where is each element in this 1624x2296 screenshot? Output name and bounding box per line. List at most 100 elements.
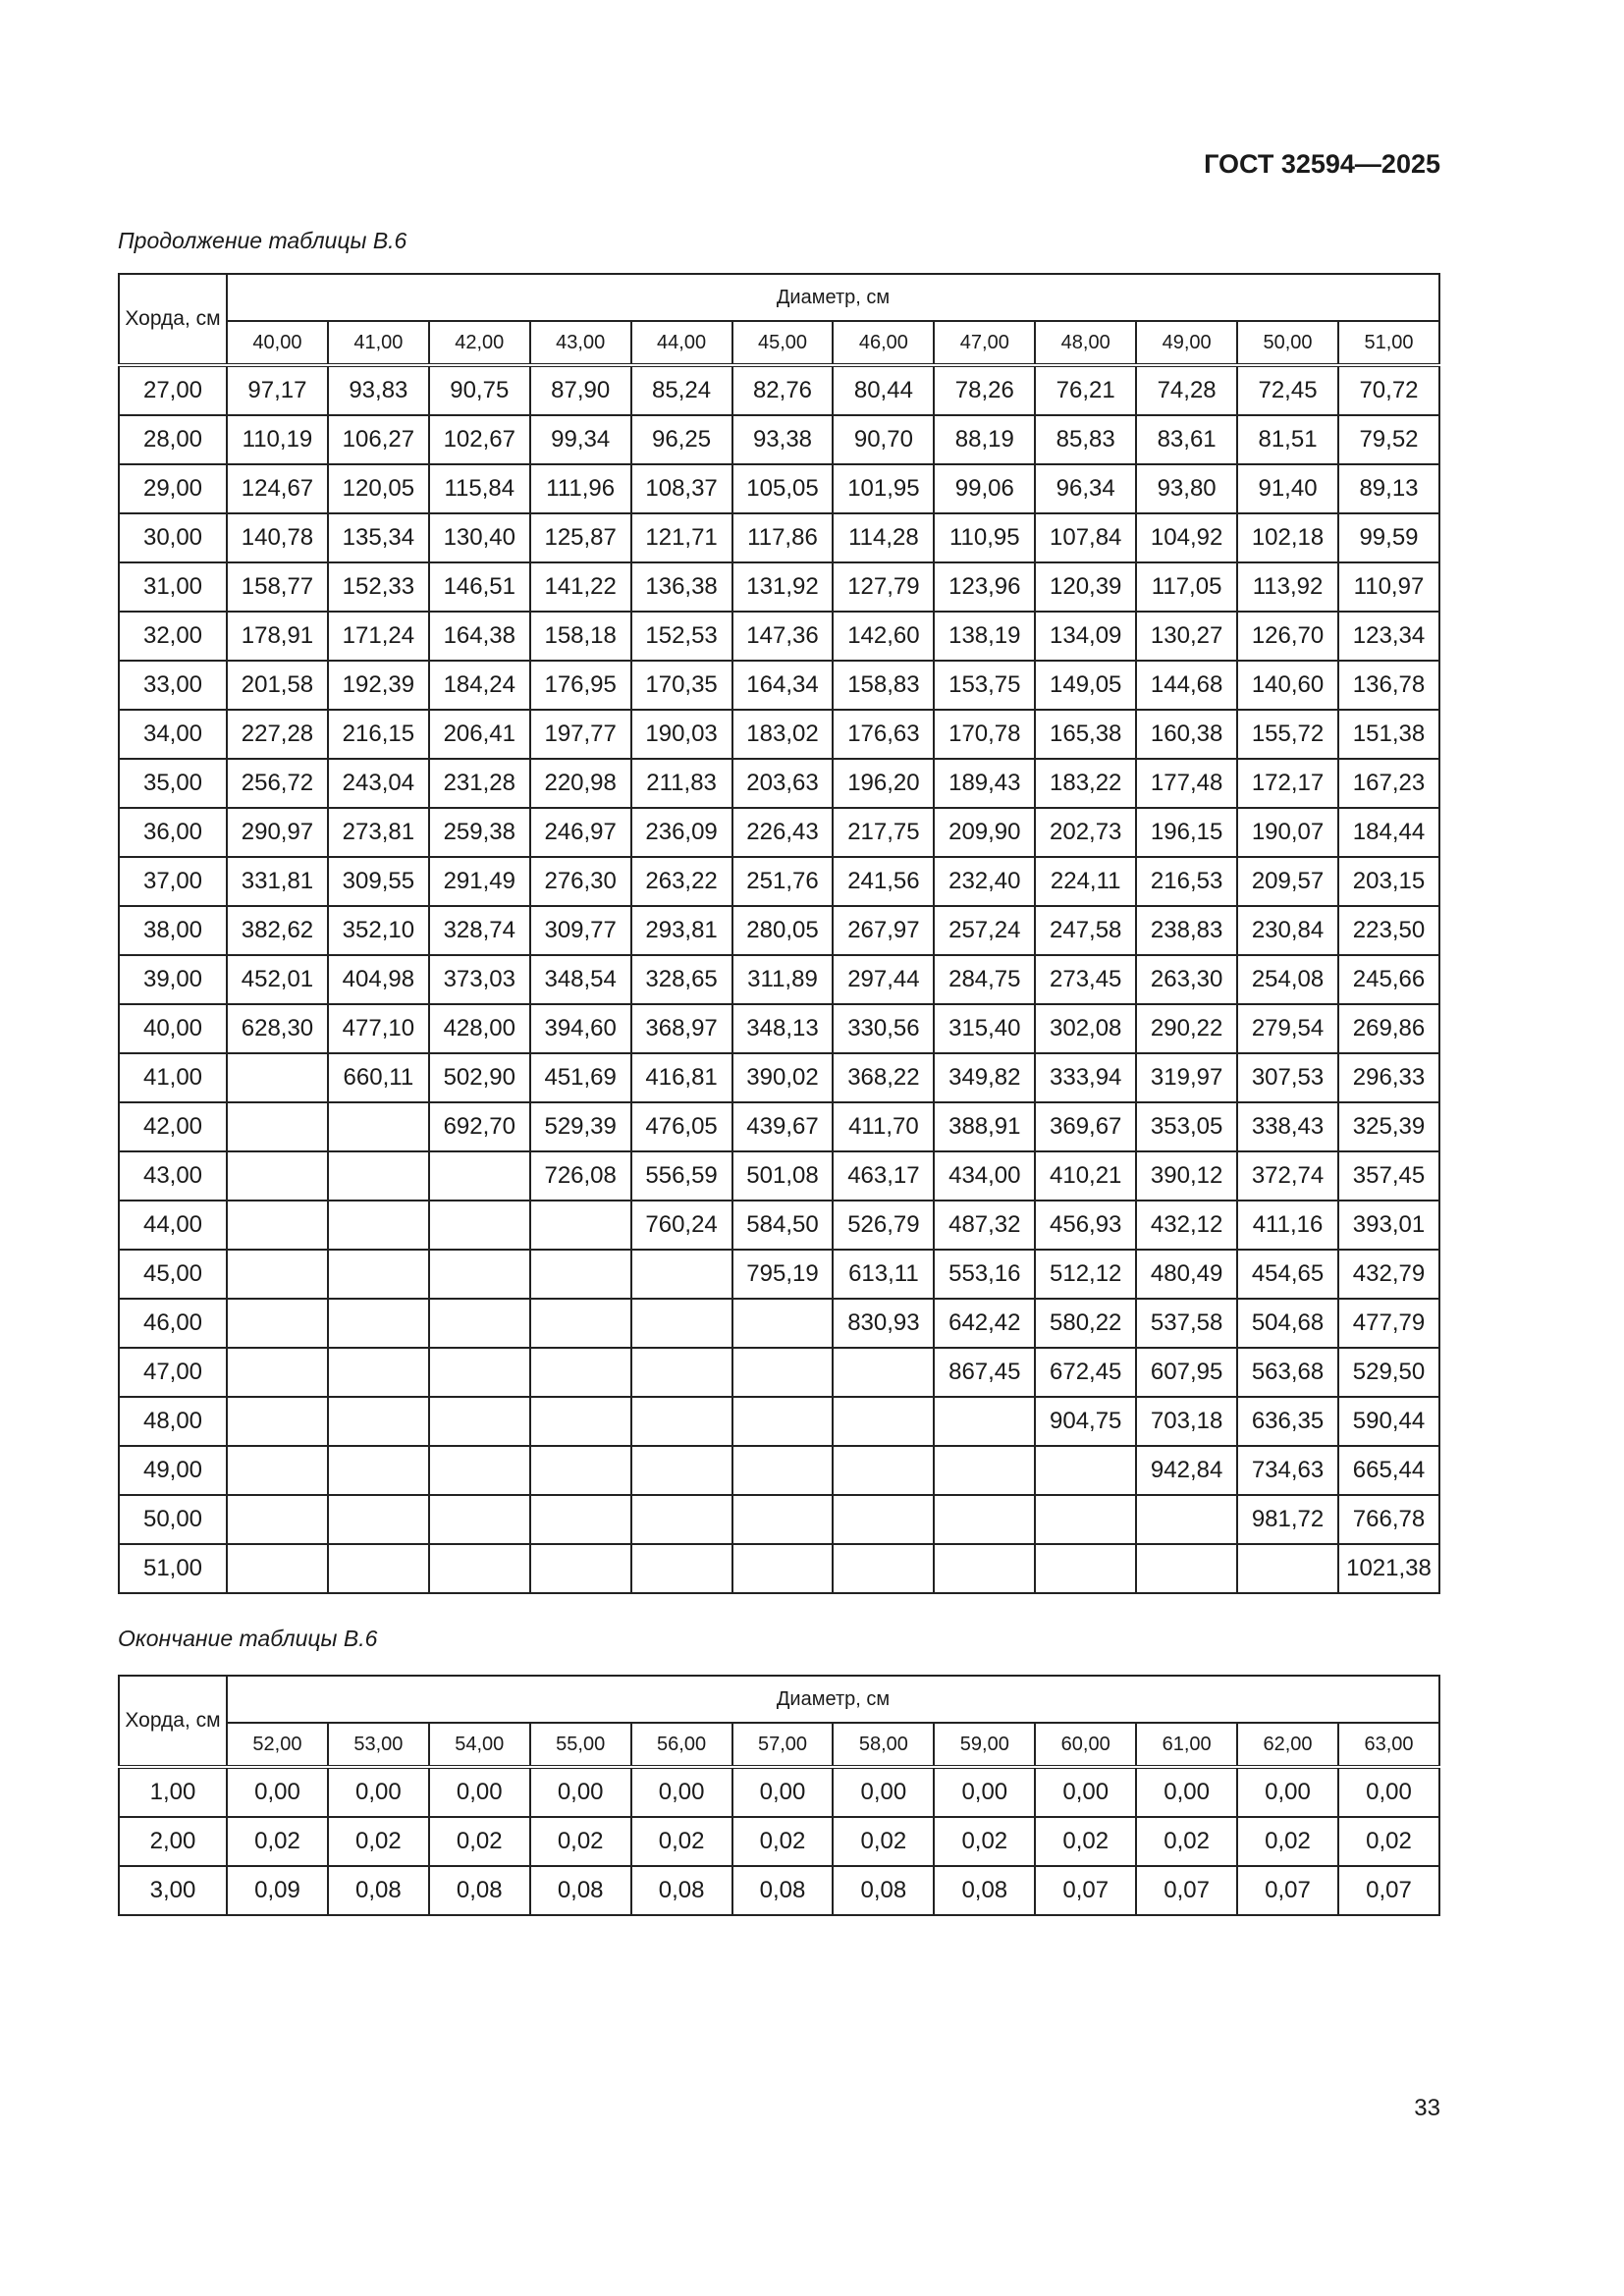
value-cell: 526,79 <box>832 1200 936 1251</box>
table2: Хорда, см Диаметр, см 52,00 53,00 54,00 55,… <box>118 1675 1441 1916</box>
value-cell: 96,25 <box>629 414 733 465</box>
value-cell: 85,24 <box>629 364 733 416</box>
value-cell: 85,83 <box>1034 414 1138 465</box>
value-cell <box>1034 1445 1138 1496</box>
chord-cell: 40,00 <box>118 1003 228 1054</box>
value-cell <box>731 1445 835 1496</box>
chord-cell: 3,00 <box>118 1865 228 1916</box>
value-cell: 243,04 <box>326 758 430 809</box>
value-cell: 311,89 <box>731 954 835 1005</box>
value-cell: 452,01 <box>226 954 329 1005</box>
value-cell: 766,78 <box>1336 1494 1441 1545</box>
value-cell: 87,90 <box>528 364 632 416</box>
value-cell: 636,35 <box>1236 1396 1339 1447</box>
chord-cell: 38,00 <box>118 905 228 956</box>
value-cell: 315,40 <box>933 1003 1037 1054</box>
value-cell: 0,08 <box>326 1865 430 1916</box>
value-cell: 127,79 <box>832 561 936 613</box>
table-row: 3,00 0,09 0,08 0,08 0,08 0,08 0,08 0,08 0,08 0,07… <box>118 1865 1441 1916</box>
value-cell: 556,59 <box>629 1150 733 1201</box>
table-row: 40,00 628,30 477,10 428,00 394,60 368,97 348,1… <box>118 1003 1441 1054</box>
value-cell <box>832 1396 936 1447</box>
value-cell: 223,50 <box>1336 905 1441 956</box>
column-header: 57,00 <box>731 1722 835 1768</box>
value-cell: 590,44 <box>1336 1396 1441 1447</box>
value-cell: 352,10 <box>326 905 430 956</box>
value-cell: 138,19 <box>933 611 1037 662</box>
value-cell: 0,08 <box>731 1865 835 1916</box>
value-cell <box>226 1052 329 1103</box>
value-cell <box>1034 1543 1138 1594</box>
value-cell: 390,02 <box>731 1052 835 1103</box>
value-cell: 0,00 <box>326 1766 430 1818</box>
value-cell: 259,38 <box>427 807 531 858</box>
value-cell: 293,81 <box>629 905 733 956</box>
value-cell: 151,38 <box>1336 709 1441 760</box>
column-header: 41,00 <box>326 320 430 366</box>
value-cell: 0,08 <box>832 1865 936 1916</box>
value-cell: 613,11 <box>832 1249 936 1300</box>
value-cell: 267,97 <box>832 905 936 956</box>
value-cell: 660,11 <box>326 1052 430 1103</box>
value-cell: 477,79 <box>1336 1298 1441 1349</box>
value-cell <box>326 1249 430 1300</box>
chord-cell: 31,00 <box>118 561 228 613</box>
chord-cell: 37,00 <box>118 856 228 907</box>
value-cell: 432,12 <box>1135 1200 1239 1251</box>
value-cell: 136,78 <box>1336 660 1441 711</box>
value-cell: 101,95 <box>832 463 936 514</box>
value-cell: 0,00 <box>1034 1766 1138 1818</box>
value-cell: 309,77 <box>528 905 632 956</box>
chord-cell: 42,00 <box>118 1101 228 1152</box>
value-cell: 0,02 <box>933 1816 1037 1867</box>
value-cell: 981,72 <box>1236 1494 1339 1545</box>
value-cell: 146,51 <box>427 561 531 613</box>
value-cell: 158,77 <box>226 561 329 613</box>
column-header: 56,00 <box>629 1722 733 1768</box>
value-cell: 131,92 <box>731 561 835 613</box>
value-cell: 580,22 <box>1034 1298 1138 1349</box>
value-cell: 78,26 <box>933 364 1037 416</box>
value-cell: 90,75 <box>427 364 531 416</box>
value-cell: 454,65 <box>1236 1249 1339 1300</box>
column-header: 54,00 <box>427 1722 531 1768</box>
value-cell: 196,15 <box>1135 807 1239 858</box>
value-cell: 82,76 <box>731 364 835 416</box>
value-cell: 140,78 <box>226 512 329 563</box>
value-cell <box>427 1298 531 1349</box>
value-cell: 325,39 <box>1336 1101 1441 1152</box>
value-cell: 89,13 <box>1336 463 1441 514</box>
value-cell <box>427 1200 531 1251</box>
table-row: 43,00 726,08 556,59 501,08 463,17 434,00 410,2… <box>118 1150 1441 1201</box>
value-cell: 170,35 <box>629 660 733 711</box>
value-cell: 257,24 <box>933 905 1037 956</box>
value-cell: 0,00 <box>1236 1766 1339 1818</box>
value-cell: 348,54 <box>528 954 632 1005</box>
value-cell: 284,75 <box>933 954 1037 1005</box>
row-header: Хорда, см <box>118 273 228 366</box>
value-cell <box>427 1347 531 1398</box>
value-cell: 192,39 <box>326 660 430 711</box>
table-row: 30,00 140,78 135,34 130,40 125,87 121,71 117,8… <box>118 512 1441 563</box>
value-cell: 176,95 <box>528 660 632 711</box>
row-header: Хорда, см <box>118 1675 228 1768</box>
value-cell: 135,34 <box>326 512 430 563</box>
chord-cell: 34,00 <box>118 709 228 760</box>
page-number: 33 <box>1414 2095 1440 2121</box>
value-cell: 236,09 <box>629 807 733 858</box>
value-cell: 70,72 <box>1336 364 1441 416</box>
value-cell: 1021,38 <box>1336 1543 1441 1594</box>
value-cell: 333,94 <box>1034 1052 1138 1103</box>
value-cell: 93,83 <box>326 364 430 416</box>
chord-cell: 46,00 <box>118 1298 228 1349</box>
value-cell: 368,22 <box>832 1052 936 1103</box>
value-cell: 390,12 <box>1135 1150 1239 1201</box>
value-cell: 93,80 <box>1135 463 1239 514</box>
table-row: 39,00 452,01 404,98 373,03 348,54 328,65 311,8… <box>118 954 1441 1005</box>
value-cell: 529,50 <box>1336 1347 1441 1398</box>
value-cell: 152,53 <box>629 611 733 662</box>
value-cell: 273,45 <box>1034 954 1138 1005</box>
column-header: 52,00 <box>226 1722 329 1768</box>
value-cell: 410,21 <box>1034 1150 1138 1201</box>
value-cell <box>528 1543 632 1594</box>
